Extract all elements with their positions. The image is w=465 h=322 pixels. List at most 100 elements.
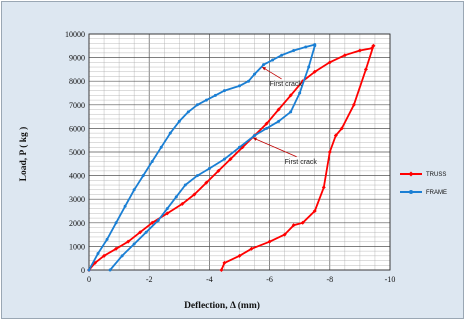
series-lines [87, 43, 376, 272]
data-point-truss [363, 67, 368, 72]
x-tick-label: 0 [87, 275, 91, 284]
data-point-frame [87, 268, 91, 272]
data-point-truss [114, 246, 119, 251]
data-point-frame [120, 254, 124, 258]
y-tick-label: 4000 [69, 172, 85, 181]
data-point-frame [174, 195, 178, 199]
x-tick-label: -10 [385, 275, 396, 284]
data-point-frame [222, 89, 226, 93]
data-point-truss [138, 230, 143, 235]
legend-marker-frame [409, 190, 413, 194]
data-point-frame [253, 72, 257, 76]
y-tick-label: 5000 [69, 148, 85, 157]
annotation-arrow [252, 137, 297, 158]
data-point-truss [351, 102, 356, 107]
data-point-truss [339, 126, 344, 131]
legend-label-frame: FRAME [426, 190, 447, 196]
data-point-truss [291, 223, 296, 228]
data-point-truss [267, 239, 272, 244]
data-point-frame [280, 53, 284, 57]
data-point-frame [222, 157, 226, 161]
y-tick-label: 7000 [69, 101, 85, 110]
data-point-truss [312, 209, 317, 213]
legend-label-truss: TRUSS [426, 172, 446, 178]
data-point-truss [249, 246, 254, 251]
axes [88, 33, 391, 271]
data-point-frame [150, 159, 154, 163]
series-line-frame [88, 43, 316, 271]
data-point-truss [180, 201, 185, 206]
data-point-frame [195, 103, 199, 107]
y-tick-label: 6000 [69, 124, 85, 133]
data-point-truss [192, 192, 197, 197]
data-point-frame [144, 230, 148, 234]
data-point-truss [216, 168, 221, 173]
gridlines [88, 33, 391, 271]
y-tick-label: 3000 [69, 195, 85, 204]
data-point-truss [357, 48, 362, 53]
legend: TRUSS FRAME [400, 171, 447, 196]
y-axis-title: Load, P ( kg ) [18, 127, 29, 182]
data-point-frame [105, 237, 109, 241]
data-point-truss [204, 180, 209, 185]
data-point-frame [168, 131, 172, 135]
data-point-frame [238, 84, 241, 88]
y-tick-label: 1000 [69, 242, 85, 251]
data-point-frame [132, 188, 136, 192]
data-point-frame [156, 218, 160, 222]
data-point-truss [327, 150, 332, 154]
data-point-frame [304, 45, 308, 49]
annotation-first-crack: First crack [285, 159, 318, 166]
data-point-frame [265, 126, 269, 130]
data-point-frame [132, 242, 136, 246]
data-point-truss [282, 232, 287, 237]
y-tick-label: 2000 [69, 219, 85, 228]
data-point-frame [289, 110, 293, 114]
data-point-frame [159, 145, 163, 149]
x-axis-title: Deflection, Δ (mm) [184, 300, 260, 311]
data-point-frame [271, 58, 275, 62]
data-point-truss [342, 53, 347, 58]
x-tick-label: -8 [326, 275, 333, 284]
data-point-frame [186, 110, 190, 114]
legend-marker-truss [408, 171, 414, 177]
data-point-truss [276, 107, 281, 112]
x-tick-label: -6 [266, 275, 273, 284]
data-point-frame [96, 251, 100, 255]
data-point-truss [312, 69, 317, 74]
x-tick-label: -4 [206, 275, 213, 284]
data-point-truss [333, 133, 338, 138]
data-point-frame [253, 133, 257, 137]
x-tick-label: -2 [146, 275, 153, 284]
data-point-frame [298, 91, 302, 95]
data-point-frame [292, 49, 296, 53]
y-tick-label: 10000 [65, 30, 85, 39]
data-point-frame [213, 93, 217, 97]
data-point-truss [150, 220, 155, 225]
data-point-frame [307, 65, 311, 69]
data-point-truss [222, 260, 227, 265]
data-point-truss [126, 239, 131, 244]
data-point-frame [177, 119, 181, 123]
data-point-frame [195, 174, 199, 178]
data-point-truss [288, 93, 293, 98]
data-point-frame [141, 174, 145, 178]
data-point-frame [262, 63, 266, 67]
annotations: First crack First crack [252, 66, 318, 166]
data-point-frame [247, 79, 251, 83]
data-point-frame [277, 119, 281, 123]
y-tick-label: 8000 [69, 77, 85, 86]
annotation-first-crack: First crack [270, 81, 303, 88]
annotation-arrowhead [262, 67, 267, 71]
y-tick-label: 0 [81, 266, 85, 275]
data-point-truss [102, 253, 107, 258]
data-point-truss [371, 43, 376, 48]
data-point-frame [108, 268, 112, 272]
data-point-truss [321, 185, 326, 190]
data-point-truss [300, 220, 305, 225]
data-point-frame [114, 221, 118, 225]
data-point-truss [219, 268, 224, 272]
data-point-truss [264, 121, 269, 126]
data-point-frame [123, 204, 127, 208]
